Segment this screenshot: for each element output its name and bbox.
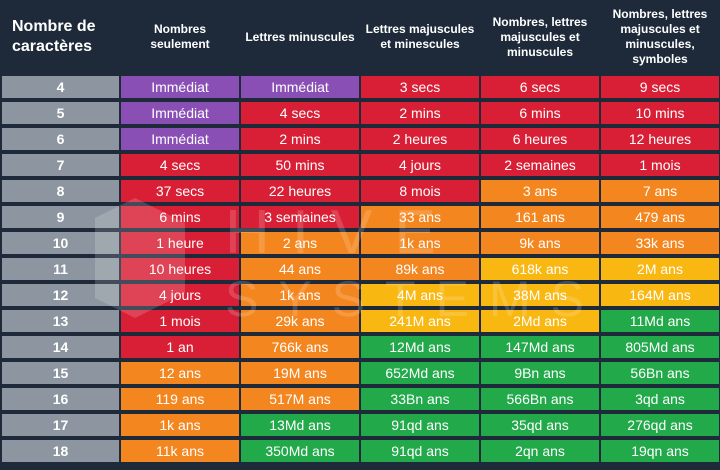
- crack-time-cell: 164M ans: [601, 284, 719, 306]
- crack-time-cell: 19M ans: [241, 362, 359, 384]
- crack-time-cell: 6 mins: [121, 206, 239, 228]
- crack-time-cell: 2 ans: [241, 232, 359, 254]
- row-character-count: 14: [2, 336, 119, 358]
- crack-time-cell: 652Md ans: [361, 362, 479, 384]
- crack-time-cell: 6 secs: [481, 76, 599, 98]
- row-character-count: 15: [2, 362, 119, 384]
- crack-time-cell: 276qd ans: [601, 414, 719, 436]
- crack-time-cell: 805Md ans: [601, 336, 719, 358]
- crack-time-cell: 35qd ans: [481, 414, 599, 436]
- crack-time-cell: Immédiat: [121, 76, 239, 98]
- crack-time-cell: 2 heures: [361, 128, 479, 150]
- crack-time-cell: 1 heure: [121, 232, 239, 254]
- crack-time-cell: 3 ans: [481, 180, 599, 202]
- crack-time-cell: 6 heures: [481, 128, 599, 150]
- header-character-count: Nombre de caractères: [12, 18, 96, 55]
- crack-time-cell: 11k ans: [121, 440, 239, 462]
- crack-time-cell: 517M ans: [241, 388, 359, 410]
- crack-time-cell: 10 mins: [601, 102, 719, 124]
- crack-time-cell: 12 ans: [121, 362, 239, 384]
- crack-time-cell: 89k ans: [361, 258, 479, 280]
- crack-time-cell: 33 ans: [361, 206, 479, 228]
- crack-time-cell: 10 heures: [121, 258, 239, 280]
- crack-time-cell: 12Md ans: [361, 336, 479, 358]
- row-character-count: 5: [2, 102, 119, 124]
- row-character-count: 16: [2, 388, 119, 410]
- crack-time-cell: 2qn ans: [481, 440, 599, 462]
- crack-time-cell: 37 secs: [121, 180, 239, 202]
- crack-time-cell: 6 mins: [481, 102, 599, 124]
- crack-time-cell: 19qn ans: [601, 440, 719, 462]
- crack-time-cell: 1k ans: [361, 232, 479, 254]
- crack-time-cell: 2 mins: [361, 102, 479, 124]
- row-character-count: 12: [2, 284, 119, 306]
- crack-time-cell: 13Md ans: [241, 414, 359, 436]
- crack-time-cell: 91qd ans: [361, 414, 479, 436]
- crack-time-cell: 2Md ans: [481, 310, 599, 332]
- header-numbers-upper-lower: Nombres, lettres majuscules et minuscule…: [492, 14, 588, 59]
- row-character-count: 11: [2, 258, 119, 280]
- crack-time-cell: 33Bn ans: [361, 388, 479, 410]
- header-numbers-only: Nombres seulement: [150, 22, 210, 51]
- crack-time-cell: 147Md ans: [481, 336, 599, 358]
- crack-time-cell: 241M ans: [361, 310, 479, 332]
- crack-time-cell: 1k ans: [121, 414, 239, 436]
- crack-time-cell: 4 jours: [361, 154, 479, 176]
- crack-time-cell: 56Bn ans: [601, 362, 719, 384]
- crack-time-cell: 12 heures: [601, 128, 719, 150]
- crack-time-cell: 1k ans: [241, 284, 359, 306]
- crack-time-cell: 2M ans: [601, 258, 719, 280]
- header-numbers-upper-lower-symbols: Nombres, lettres majuscules et minuscule…: [612, 7, 708, 66]
- crack-time-cell: 161 ans: [481, 206, 599, 228]
- crack-time-cell: 766k ans: [241, 336, 359, 358]
- crack-time-cell: 11Md ans: [601, 310, 719, 332]
- crack-time-cell: 38M ans: [481, 284, 599, 306]
- crack-time-cell: 9 secs: [601, 76, 719, 98]
- crack-time-cell: 22 heures: [241, 180, 359, 202]
- row-character-count: 13: [2, 310, 119, 332]
- row-character-count: 6: [2, 128, 119, 150]
- crack-time-cell: 50 mins: [241, 154, 359, 176]
- crack-time-cell: 8 mois: [361, 180, 479, 202]
- header-upper-lower: Lettres majuscules et minescules: [365, 22, 475, 51]
- crack-time-cell: 566Bn ans: [481, 388, 599, 410]
- crack-time-cell: 1 an: [121, 336, 239, 358]
- crack-time-cell: 1 mois: [601, 154, 719, 176]
- crack-time-cell: 2 semaines: [481, 154, 599, 176]
- crack-time-cell: 4 secs: [241, 102, 359, 124]
- crack-time-cell: 3 semaines: [241, 206, 359, 228]
- crack-time-cell: 3 secs: [361, 76, 479, 98]
- crack-time-cell: 3qd ans: [601, 388, 719, 410]
- row-character-count: 9: [2, 206, 119, 228]
- crack-time-cell: 29k ans: [241, 310, 359, 332]
- row-character-count: 17: [2, 414, 119, 436]
- crack-time-cell: 4M ans: [361, 284, 479, 306]
- crack-time-cell: 479 ans: [601, 206, 719, 228]
- crack-time-cell: Immédiat: [121, 102, 239, 124]
- crack-time-cell: 7 ans: [601, 180, 719, 202]
- header-lowercase: Lettres minuscules: [245, 29, 355, 44]
- crack-time-cell: 9Bn ans: [481, 362, 599, 384]
- crack-time-cell: 1 mois: [121, 310, 239, 332]
- crack-time-cell: Immédiat: [121, 128, 239, 150]
- row-character-count: 4: [2, 76, 119, 98]
- crack-time-cell: 91qd ans: [361, 440, 479, 462]
- crack-time-cell: Immédiat: [241, 76, 359, 98]
- crack-time-cell: 350Md ans: [241, 440, 359, 462]
- row-character-count: 10: [2, 232, 119, 254]
- row-character-count: 7: [2, 154, 119, 176]
- crack-time-cell: 618k ans: [481, 258, 599, 280]
- crack-time-cell: 4 secs: [121, 154, 239, 176]
- crack-time-cell: 44 ans: [241, 258, 359, 280]
- row-character-count: 8: [2, 180, 119, 202]
- crack-time-cell: 4 jours: [121, 284, 239, 306]
- crack-time-cell: 33k ans: [601, 232, 719, 254]
- crack-time-cell: 119 ans: [121, 388, 239, 410]
- row-character-count: 18: [2, 440, 119, 462]
- crack-time-cell: 2 mins: [241, 128, 359, 150]
- crack-time-cell: 9k ans: [481, 232, 599, 254]
